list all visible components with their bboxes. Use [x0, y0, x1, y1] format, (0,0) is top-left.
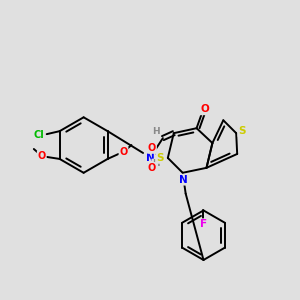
- Text: H: H: [152, 159, 160, 168]
- Text: O: O: [148, 163, 156, 173]
- Text: O: O: [200, 104, 209, 114]
- Text: Cl: Cl: [33, 130, 44, 140]
- Text: N: N: [179, 175, 188, 185]
- Text: N: N: [146, 153, 154, 163]
- Text: S: S: [156, 153, 164, 163]
- Text: O: O: [119, 147, 128, 157]
- Text: O: O: [148, 143, 156, 153]
- Text: F: F: [200, 219, 207, 229]
- Text: S: S: [238, 126, 246, 136]
- Text: O: O: [38, 151, 46, 161]
- Text: H: H: [152, 127, 160, 136]
